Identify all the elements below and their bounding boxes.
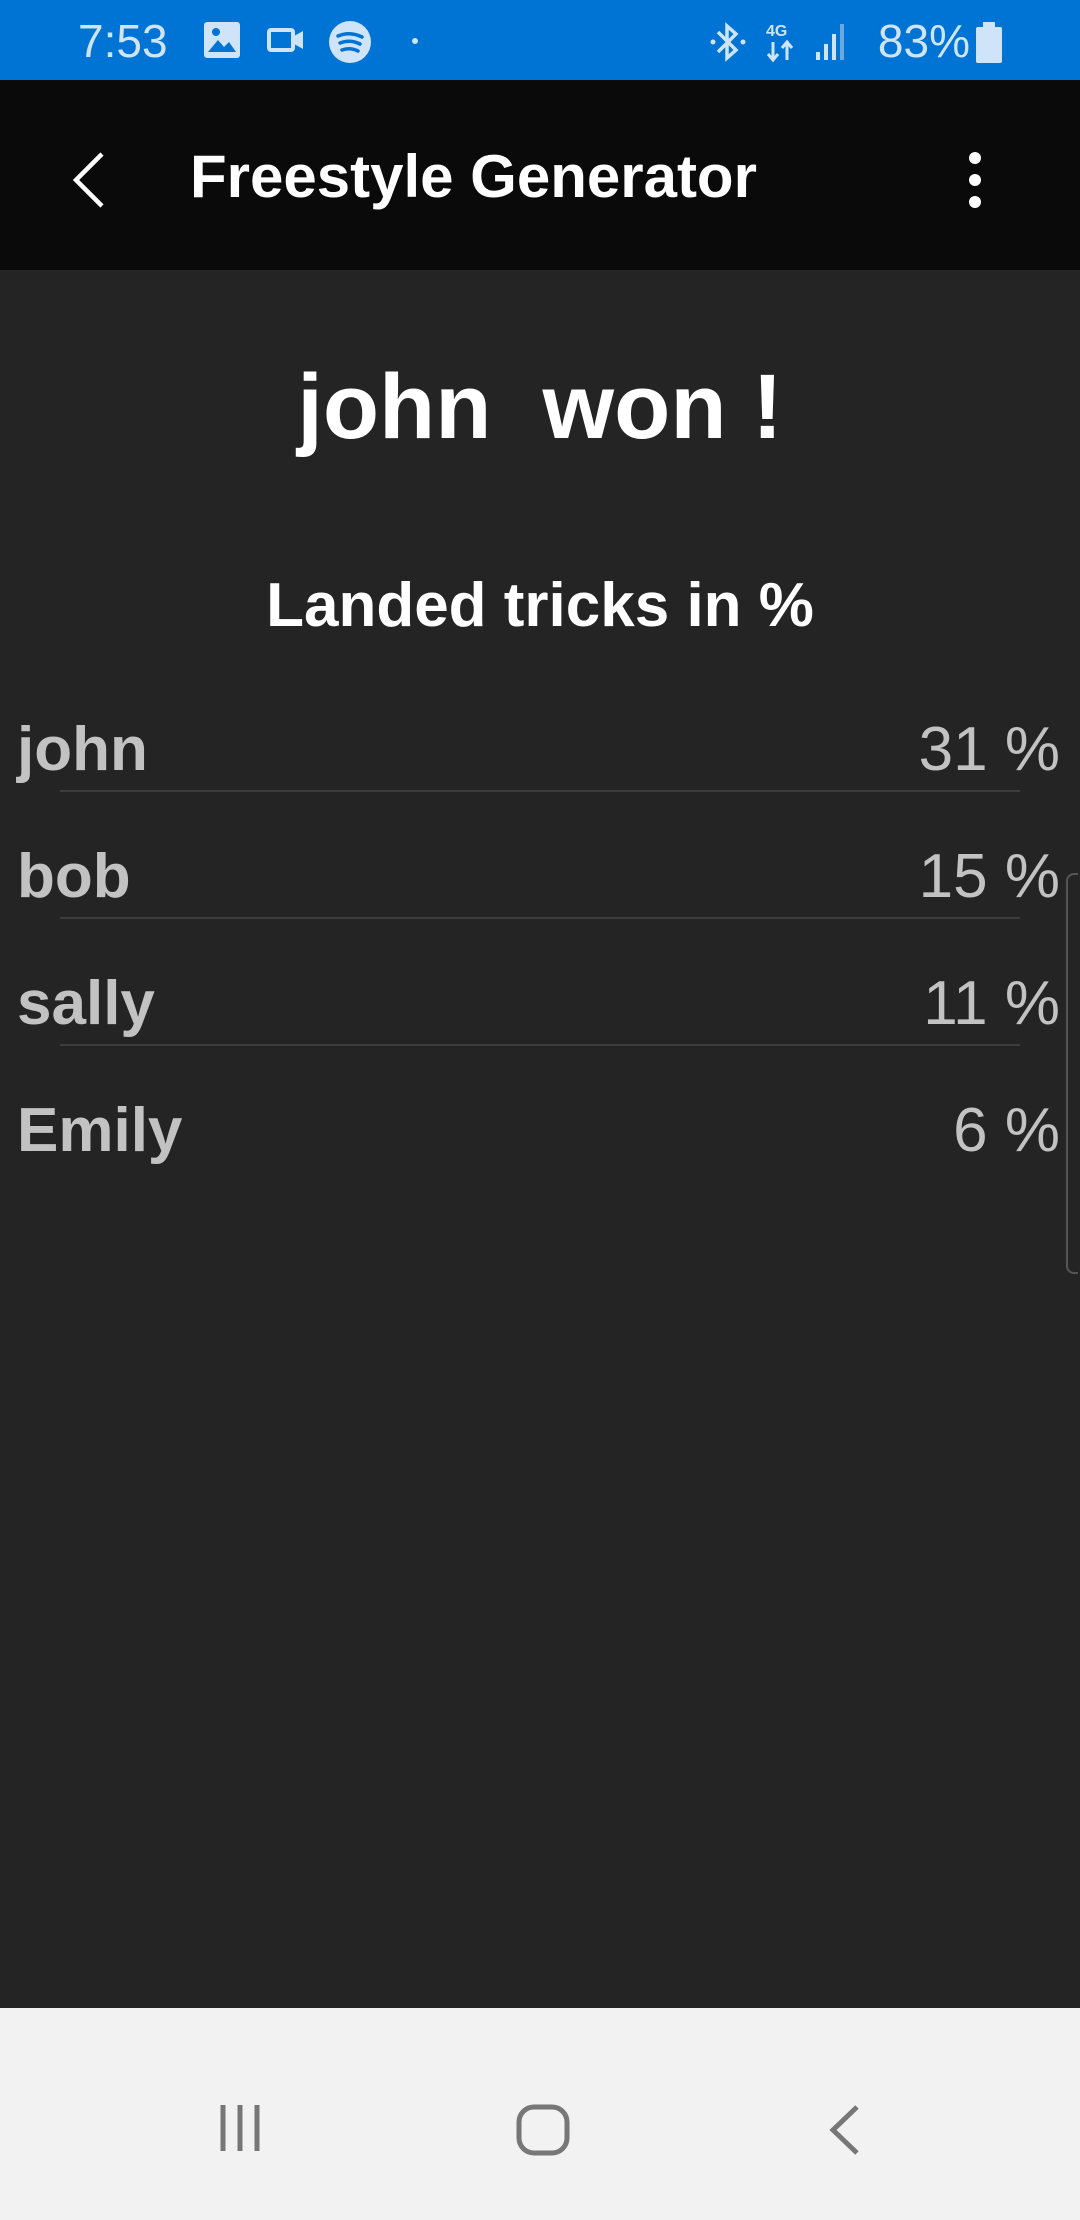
- data-4g-icon: 4G: [766, 23, 794, 63]
- back-arrow-icon[interactable]: [70, 150, 110, 210]
- video-icon: [267, 28, 303, 52]
- scrollbar[interactable]: [1066, 873, 1078, 1274]
- winner-heading: john won !: [297, 356, 783, 458]
- scores-subtitle: Landed tricks in %: [266, 571, 814, 640]
- battery-icon: [976, 22, 1002, 63]
- bluetooth-icon: [710, 22, 746, 62]
- player-percent: 15 %: [918, 842, 1060, 911]
- score-row: john 31 %: [0, 700, 1080, 827]
- battery-percent: 83%: [877, 15, 970, 67]
- player-percent: 6 %: [953, 1096, 1060, 1165]
- divider: [60, 917, 1020, 919]
- home-icon[interactable]: [515, 2103, 571, 2159]
- app-title: Freestyle Generator: [190, 143, 757, 210]
- player-name: sally: [17, 969, 155, 1038]
- back-icon[interactable]: [825, 2103, 865, 2159]
- score-row: Emily 6 %: [0, 1081, 1080, 1208]
- notification-dot-icon: [412, 38, 418, 44]
- app-bar: Freestyle Generator: [0, 80, 1080, 270]
- player-name: john: [17, 715, 148, 784]
- recents-icon[interactable]: [215, 2103, 265, 2153]
- more-vert-icon[interactable]: [960, 150, 990, 210]
- gallery-icon: [204, 22, 240, 58]
- system-nav-bar: [0, 2008, 1080, 2220]
- player-name: bob: [17, 842, 131, 911]
- player-percent: 11 %: [923, 969, 1060, 1038]
- status-bar: 7:53 4G 83%: [0, 0, 1080, 80]
- signal-icon: [816, 24, 844, 60]
- player-percent: 31 %: [918, 715, 1060, 784]
- player-name: Emily: [17, 1096, 183, 1165]
- score-row: sally 11 %: [0, 954, 1080, 1081]
- divider: [60, 790, 1020, 792]
- spotify-icon: [329, 21, 371, 63]
- status-time: 7:53: [78, 15, 168, 67]
- svg-text:4G: 4G: [766, 23, 787, 40]
- score-row: bob 15 %: [0, 827, 1080, 954]
- divider: [60, 1044, 1020, 1046]
